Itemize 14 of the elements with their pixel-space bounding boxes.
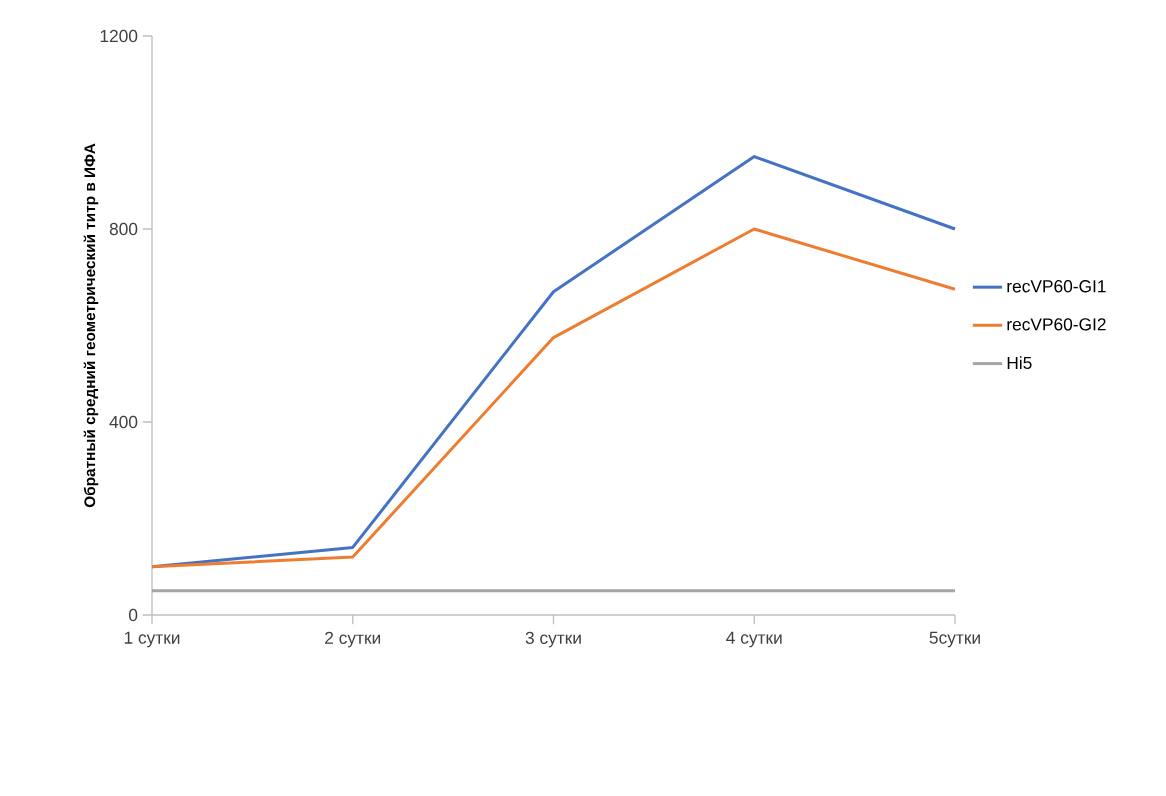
- y-tick-label: 0: [128, 608, 138, 622]
- line-series: [150, 227, 957, 569]
- y-tick-label: 800: [109, 222, 138, 236]
- legend-label: recVP60-GI2: [1007, 318, 1106, 331]
- x-tick-label: 2 сутки: [325, 631, 381, 648]
- legend-label: recVP60-GI1: [1007, 280, 1106, 293]
- y-tick-label: 1200: [100, 29, 138, 43]
- x-tick-label: 4 сутки: [726, 631, 782, 648]
- y-tick-label: 400: [109, 415, 138, 429]
- y-axis-title: Обратный средний геометрический титр в ИФА: [83, 143, 99, 508]
- x-tick-label: 3 сутки: [525, 631, 581, 648]
- x-tick-label: 5сутки: [929, 631, 980, 648]
- x-tick-label: 1 сутки: [124, 631, 180, 648]
- legend-label: Hi5: [1007, 356, 1032, 370]
